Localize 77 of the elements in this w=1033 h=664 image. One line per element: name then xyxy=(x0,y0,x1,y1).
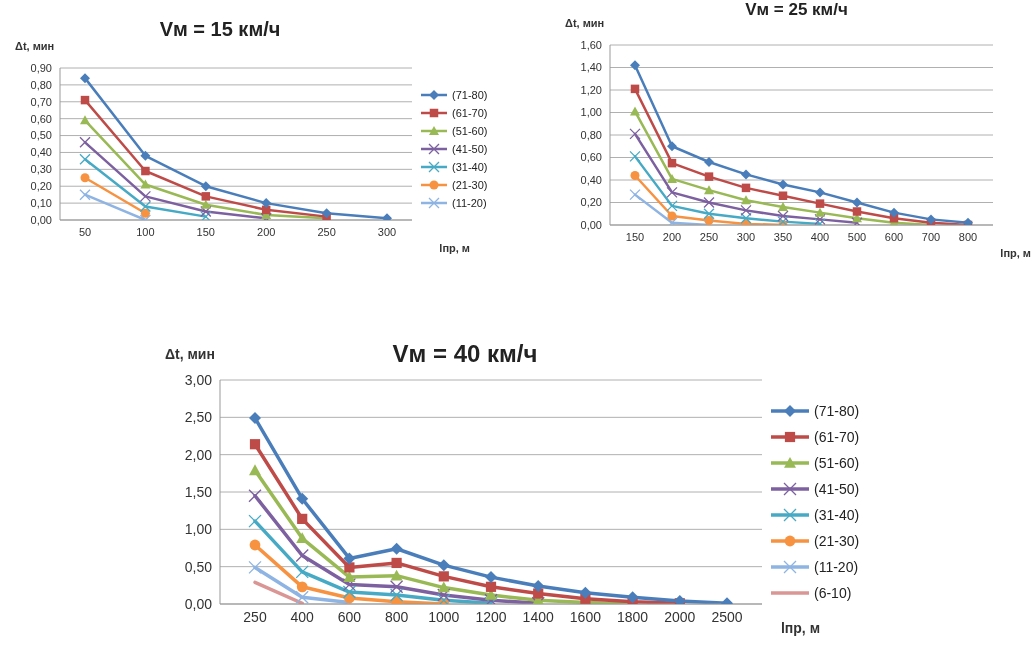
legend-label: (61-70) xyxy=(452,107,488,119)
x-tick-label: 2500 xyxy=(711,608,743,625)
x-axis-title: lпр, м xyxy=(1000,247,1031,259)
y-tick-label: 0,70 xyxy=(30,95,52,108)
x-tick-label: 300 xyxy=(736,230,756,243)
legend-label: (61-70) xyxy=(814,429,860,445)
y-tick-label: 0,40 xyxy=(30,146,52,159)
legend-label: (71-80) xyxy=(814,403,860,419)
y-axis-title: Δt, мин xyxy=(15,40,55,52)
y-tick-label: 0,20 xyxy=(580,196,602,209)
y-tick-label: 1,50 xyxy=(184,483,213,500)
x-tick-label: 250 xyxy=(317,225,336,238)
x-tick-label: 800 xyxy=(384,608,409,625)
x-tick-label: 1000 xyxy=(428,608,460,625)
legend-label: (11-20) xyxy=(452,197,487,209)
legend-label: (51-60) xyxy=(452,125,488,137)
x-axis-title: lпр, м xyxy=(780,620,820,636)
x-tick-label: 100 xyxy=(136,225,155,238)
x-tick-label: 1600 xyxy=(569,608,602,625)
legend-label: (31-40) xyxy=(452,161,488,173)
x-tick-label: 400 xyxy=(290,608,315,625)
chart-title: Vм = 40 км/ч xyxy=(392,340,538,367)
y-tick-label: 2,50 xyxy=(184,409,213,426)
legend-label: (51-60) xyxy=(814,455,860,471)
y-tick-label: 0,20 xyxy=(30,180,52,193)
y-tick-label: 2,00 xyxy=(184,446,213,463)
y-axis-title: Δt, мин xyxy=(165,346,215,362)
x-axis-title: lпр, м xyxy=(439,242,470,254)
y-tick-label: 0,30 xyxy=(30,163,52,176)
legend-label: (31-40) xyxy=(814,507,860,523)
chart-title: Vм = 15 км/ч xyxy=(158,18,282,41)
legend-label: (11-20) xyxy=(814,559,859,575)
x-tick-label: 600 xyxy=(337,608,362,625)
x-tick-label: 150 xyxy=(625,230,645,243)
y-tick-label: 0,40 xyxy=(580,173,602,186)
y-axis-title: Δt, мин xyxy=(565,17,605,29)
legend-label: (71-80) xyxy=(452,89,488,101)
y-tick-label: 1,20 xyxy=(580,83,602,96)
y-tick-label: 0,90 xyxy=(30,61,52,74)
y-tick-label: 0,60 xyxy=(30,112,52,125)
x-tick-label: 300 xyxy=(377,225,397,238)
chart-title: Vм = 25 км/ч xyxy=(745,0,848,19)
x-tick-label: 600 xyxy=(884,230,904,243)
y-tick-label: 3,00 xyxy=(184,371,213,388)
x-tick-label: 200 xyxy=(257,225,276,238)
x-tick-label: 350 xyxy=(773,230,793,243)
x-tick-label: 150 xyxy=(196,225,215,238)
y-tick-label: 1,00 xyxy=(580,106,602,119)
x-tick-label: 250 xyxy=(699,230,719,243)
y-tick-label: 0,50 xyxy=(30,129,52,142)
legend-label: (21-30) xyxy=(452,179,488,191)
y-tick-label: 0,00 xyxy=(30,213,52,226)
x-tick-label: 1200 xyxy=(475,608,507,625)
x-tick-label: 50 xyxy=(78,225,92,238)
x-tick-label: 800 xyxy=(958,230,978,243)
x-tick-label: 1800 xyxy=(617,608,649,625)
y-tick-label: 0,80 xyxy=(580,128,602,141)
legend-label: (21-30) xyxy=(814,533,860,549)
y-tick-label: 0,10 xyxy=(30,197,52,210)
y-tick-label: 0,00 xyxy=(184,595,213,612)
legend-label: (41-50) xyxy=(452,143,488,155)
y-tick-label: 0,50 xyxy=(184,558,213,575)
legend-label: (6-10) xyxy=(814,585,852,601)
y-tick-label: 0,60 xyxy=(580,151,602,164)
y-tick-label: 1,40 xyxy=(580,61,602,74)
x-tick-label: 250 xyxy=(243,608,267,625)
x-tick-label: 1400 xyxy=(522,608,554,625)
x-tick-label: 700 xyxy=(921,230,941,243)
y-tick-label: 1,60 xyxy=(580,38,602,51)
y-tick-label: 1,00 xyxy=(184,521,213,538)
x-tick-label: 2000 xyxy=(664,608,696,625)
legend-label: (41-50) xyxy=(814,481,860,497)
y-tick-label: 0,80 xyxy=(30,78,52,91)
x-tick-label: 200 xyxy=(662,230,682,243)
x-tick-label: 500 xyxy=(847,230,867,243)
x-tick-label: 400 xyxy=(810,230,830,243)
y-tick-label: 0,00 xyxy=(580,218,602,231)
